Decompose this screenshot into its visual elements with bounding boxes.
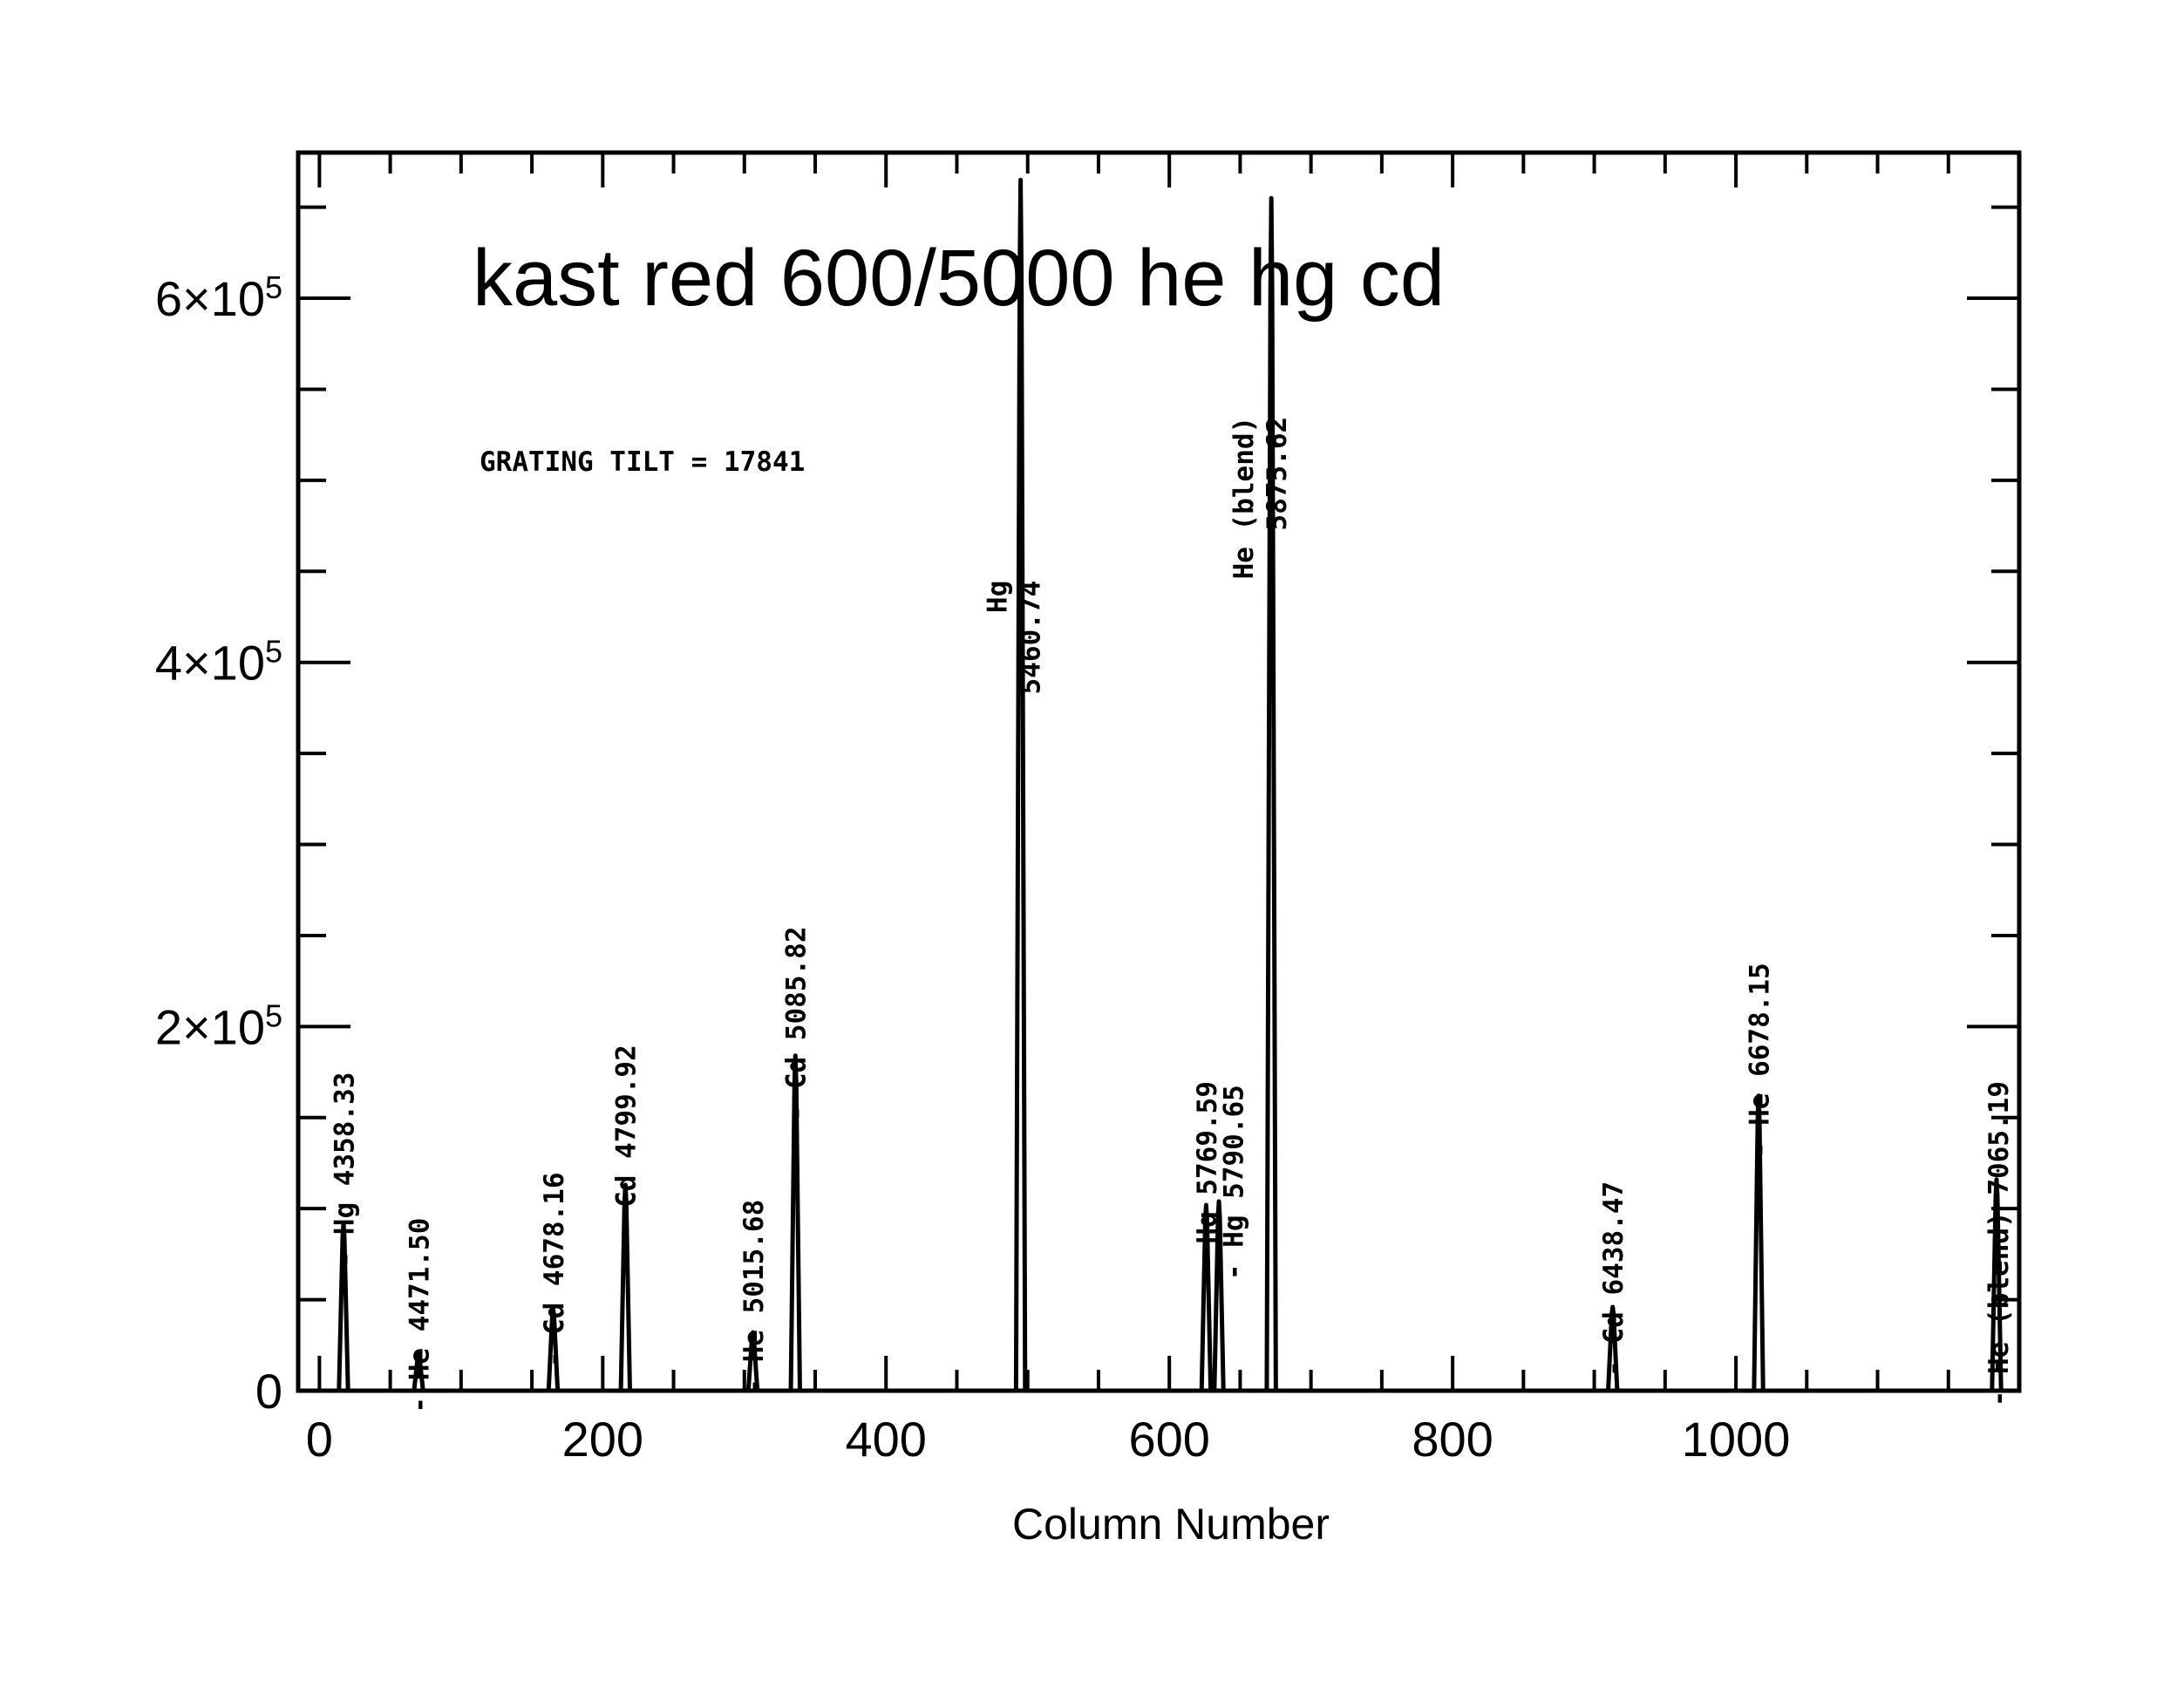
line-labels: - Hg 4358.33 - He 4471.50 - Cd 4678.16 - Cd… [329, 417, 2015, 1413]
line-label: - Hg 5790.65 [1219, 1085, 1250, 1280]
line-label: - He (blend) 7065.19 [1983, 1081, 2015, 1406]
x-tick-labels: 0 200 400 600 800 1000 [306, 1412, 1791, 1467]
line-label: - Cd 4799.92 [611, 1045, 643, 1240]
line-label: - Cd 5085.82 [781, 927, 813, 1122]
y-tick-label: 2×105 [155, 997, 282, 1055]
x-tick-label: 400 [846, 1412, 927, 1467]
x-tick-label: 800 [1412, 1412, 1493, 1467]
line-label: - He 5015.68 [738, 1200, 770, 1395]
line-label: - He 4471.50 [404, 1218, 435, 1413]
line-label: - Cd 4678.16 [539, 1172, 570, 1367]
axis-ticks [298, 153, 2021, 1392]
y-tick-exponent: 5 [265, 997, 282, 1033]
line-label: 5460.74 [1015, 581, 1046, 695]
spectrum-line [298, 177, 2019, 1393]
line-label: - Hg 5769.59 [1192, 1081, 1223, 1276]
chart-title: kast red 600/5000 he hg cd [473, 234, 1445, 323]
y-tick-exponent: 5 [265, 633, 282, 669]
y-tick-label: 4×105 [155, 633, 282, 691]
line-label: He (blend) [1228, 417, 1260, 580]
x-tick-label: 1000 [1682, 1412, 1791, 1467]
y-tick-labels: 0 2×105 4×105 6×105 [155, 269, 282, 1419]
line-label: 5875.62 [1262, 417, 1293, 531]
spectrum-series [298, 177, 2019, 1393]
line-label: Hg [982, 581, 1013, 613]
y-tick-label: 0 [255, 1364, 282, 1419]
grating-tilt-annotation: GRATING TILT = 17841 [480, 446, 805, 478]
line-label: - Hg 4358.33 [329, 1072, 360, 1268]
y-tick-label: 6×105 [155, 269, 282, 327]
line-label: - He 6678.15 [1744, 963, 1775, 1158]
x-tick-label: 0 [306, 1412, 333, 1467]
y-tick-exponent: 5 [265, 269, 282, 305]
line-label: - Cd 6438.47 [1598, 1181, 1629, 1377]
x-tick-label: 200 [562, 1412, 643, 1467]
x-axis-title: Column Number [1012, 1500, 1330, 1549]
x-tick-label: 600 [1128, 1412, 1209, 1467]
